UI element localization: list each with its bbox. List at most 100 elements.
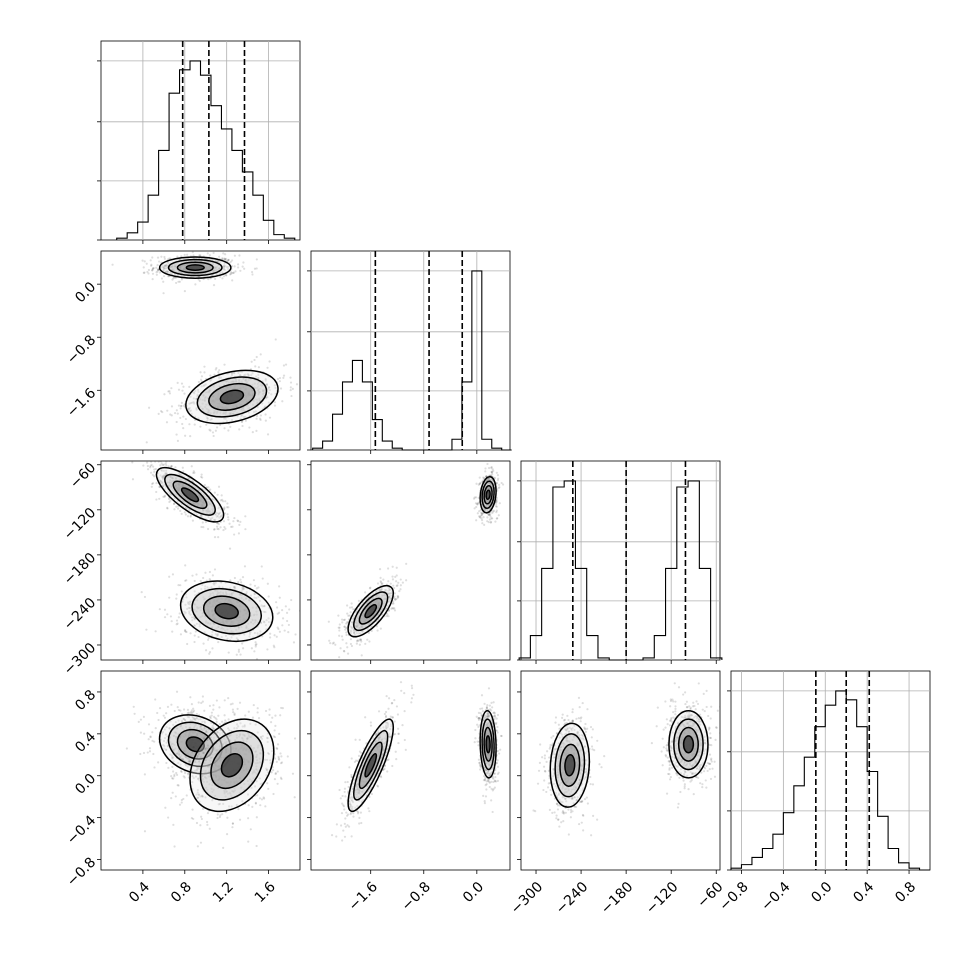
sample-point [162,474,166,477]
sample-point [237,532,241,535]
sample-point [237,808,240,811]
sample-point [192,709,196,712]
sample-point [488,513,491,517]
sample-point [208,494,211,497]
sample-point [202,642,205,645]
sample-point [255,258,258,261]
sample-point [258,797,262,800]
sample-point [193,590,196,593]
sample-point [243,267,246,270]
sample-point [203,709,206,712]
sample-point [197,635,200,639]
sample-point [181,759,185,762]
sample-point [149,259,152,262]
sample-point [349,629,352,632]
sample-point [219,728,223,731]
sample-point [242,415,245,419]
sample-point [346,604,349,607]
sample-point [260,565,263,568]
sample-point [273,384,276,387]
sample-point [268,416,272,419]
sample-point [214,716,217,720]
sample-point [158,485,161,488]
sample-point [184,771,187,775]
sample-point [251,805,254,808]
sample-point [167,497,171,500]
sample-point [192,817,195,821]
sample-point [180,719,184,723]
sample-point [157,718,160,722]
sample-point [255,355,258,359]
sample-point [163,474,166,477]
sample-point [229,579,232,582]
sample-point [216,632,219,636]
sample-point [484,470,487,473]
sample-point [163,747,166,750]
sample-point [223,427,226,430]
sample-point [151,473,154,476]
sample-point [258,777,261,780]
sample-point [342,649,346,653]
sample-point [178,803,182,806]
sample-point [195,765,198,768]
sample-point [229,270,233,274]
sample-point [235,637,238,640]
sample-point [218,255,221,258]
sample-point [223,258,226,261]
sample-point [188,759,192,763]
sample-point [172,823,175,826]
sample-point [218,723,221,726]
sample-point [247,804,250,807]
sample-point [219,814,222,817]
sample-point [479,509,482,512]
sample-point [210,586,213,589]
sample-point [169,493,172,496]
sample-point [208,652,211,655]
histogram-panel-1 [307,250,512,451]
sample-point [488,513,491,516]
sample-point [263,621,266,624]
sample-point [206,252,209,255]
sample-point [203,365,206,368]
sample-point [201,521,204,524]
sample-point [198,768,201,771]
sample-point [179,709,182,712]
sample-point [255,816,258,819]
sample-point [235,653,238,656]
sample-point [179,416,182,420]
sample-point [329,642,332,645]
sample-point [266,582,269,585]
sample-point [168,257,171,260]
sample-point [289,376,292,379]
sample-point [184,513,187,516]
sample-point [484,467,487,470]
sample-point [162,266,165,269]
sample-point [221,514,224,517]
sample-point [176,273,179,277]
sample-point [255,596,258,600]
sample-point [186,712,189,715]
sample-point [492,509,496,512]
sample-point [175,593,178,596]
sample-point [203,488,207,492]
sample-point [242,261,245,264]
sample-point [489,474,492,477]
sample-point [233,585,236,589]
sample-point [266,387,269,391]
sample-point [267,595,270,598]
sample-point [197,777,200,781]
sample-point [205,730,208,733]
sample-point [177,761,180,765]
sample-point [206,744,209,747]
scatter-panel-1-2 [310,460,511,661]
sample-point [257,373,260,376]
sample-point [199,756,202,759]
sample-point [210,726,213,729]
sample-point [185,596,188,599]
sample-point [187,773,190,776]
sample-point [163,728,166,731]
sample-point [214,259,217,262]
sample-point [245,591,248,594]
sample-point [372,592,375,595]
sample-point [224,265,227,268]
